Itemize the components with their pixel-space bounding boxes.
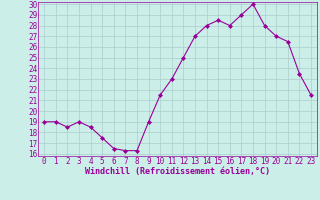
X-axis label: Windchill (Refroidissement éolien,°C): Windchill (Refroidissement éolien,°C): [85, 167, 270, 176]
